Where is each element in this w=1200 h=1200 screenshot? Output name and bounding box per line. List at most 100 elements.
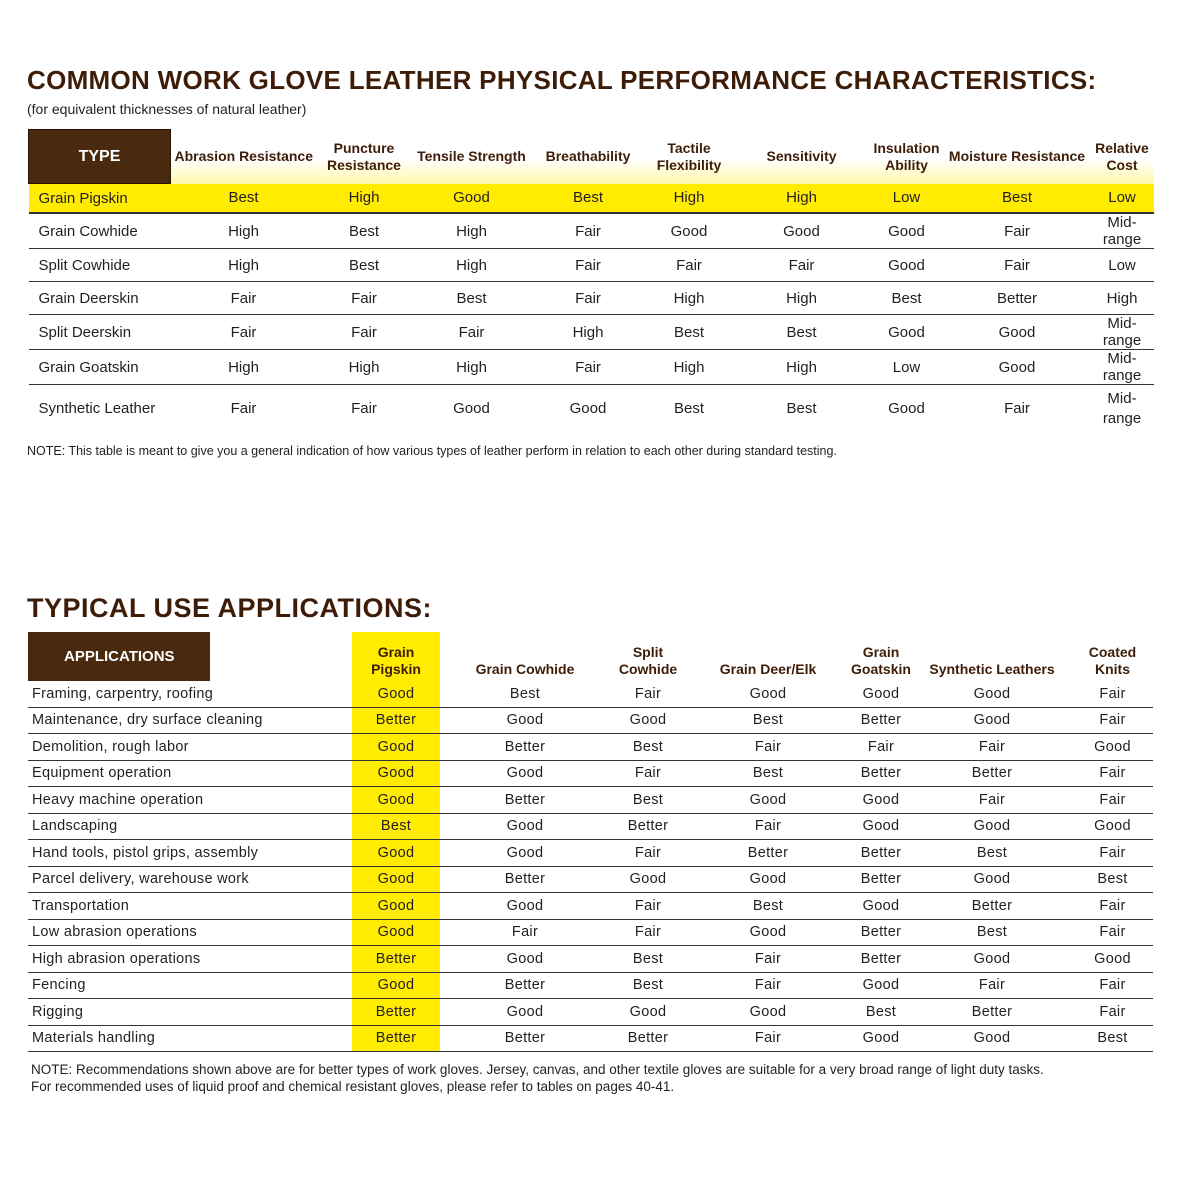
table-row: Hand tools, pistol grips, assembly Good Go… bbox=[28, 839, 1153, 867]
rating-cell: Better bbox=[352, 707, 440, 734]
rating-cell: Fair bbox=[850, 733, 912, 761]
column-header: Grain Cowhide bbox=[475, 661, 575, 677]
rating-cell: Best bbox=[610, 786, 686, 814]
rating-cell: Good bbox=[440, 839, 610, 867]
application-cell: Low abrasion operations bbox=[28, 919, 352, 946]
rating-cell: Better bbox=[440, 786, 610, 814]
rating-cell: Good bbox=[850, 972, 912, 999]
rating-cell: Fair bbox=[686, 733, 850, 761]
table-row: Low abrasion operations Good Fair Fair Good B… bbox=[28, 919, 1153, 946]
rating-cell: Good bbox=[440, 760, 610, 787]
rating-cell: Fair bbox=[1072, 892, 1153, 920]
rating-cell: Better bbox=[850, 866, 912, 893]
rating-cell: Good bbox=[850, 786, 912, 814]
table-row: Split Deerskin Fair Fair Fair High Best Best Go… bbox=[28, 314, 1154, 350]
rating-cell: Better bbox=[440, 866, 610, 893]
rating-cell: Better bbox=[850, 839, 912, 867]
rating-cell: Good bbox=[440, 813, 610, 840]
rating-cell: Fair bbox=[1072, 707, 1153, 734]
leather-type-cell: Grain Deerskin bbox=[28, 281, 171, 315]
rating-cell: Fair bbox=[912, 786, 1072, 814]
rating-cell: High bbox=[1090, 281, 1154, 315]
leather-type-cell: Grain Goatskin bbox=[28, 349, 171, 385]
rating-cell: Fair bbox=[733, 248, 870, 282]
table-row: Split Cowhide High Best High Fair Fair Fair Goo… bbox=[28, 248, 1154, 282]
table-row: Synthetic Leather Fair Fair Good Good Best Bes… bbox=[29, 385, 1154, 434]
rating-cell: Best bbox=[786, 400, 817, 417]
rating-cell: Mid-range bbox=[1090, 213, 1154, 249]
table-row: High abrasion operations Better Good Best Fa… bbox=[28, 945, 1153, 973]
rating-cell: Best bbox=[686, 892, 850, 920]
rating-cell: Fair bbox=[1072, 839, 1153, 867]
rating-cell: Good bbox=[850, 1025, 912, 1052]
rating-cell: Good bbox=[440, 945, 610, 973]
rating-cell: High bbox=[733, 183, 870, 214]
rating-cell: High bbox=[316, 183, 412, 214]
rating-cell: Good bbox=[352, 866, 440, 893]
column-header: Moisture Resistance bbox=[948, 148, 1086, 164]
rating-cell: Best bbox=[170, 183, 317, 214]
rating-cell: Fair bbox=[686, 972, 850, 999]
rating-cell: Better bbox=[352, 998, 440, 1026]
rating-cell: Good bbox=[869, 248, 944, 282]
rating-cell: Best bbox=[531, 183, 645, 214]
rating-cell: Mid-range bbox=[1102, 390, 1142, 427]
performance-note: NOTE: This table is meant to give you a … bbox=[27, 444, 837, 458]
table-row: Heavy machine operation Good Better Best Goo… bbox=[28, 786, 1153, 814]
rating-cell: Better bbox=[943, 281, 1091, 315]
rating-cell: Fair bbox=[644, 248, 734, 282]
table-row: Grain Pigskin Best High Good Best High High Low… bbox=[28, 183, 1154, 214]
table-row: Parcel delivery, warehouse work Good Bette… bbox=[28, 866, 1153, 893]
applications-table: APPLICATIONS Grain Pigskin Grain Cowhide Sp… bbox=[28, 632, 1153, 1052]
rating-cell: Fair bbox=[170, 281, 317, 315]
table-row: Framing, carpentry, roofing Good Best Fair G… bbox=[28, 681, 1153, 708]
application-cell: Rigging bbox=[28, 998, 352, 1026]
applications-note: NOTE: Recommendations shown above are fo… bbox=[31, 1061, 1044, 1095]
rating-cell: Best bbox=[352, 813, 440, 840]
rating-cell: Best bbox=[869, 281, 944, 315]
rating-cell: Good bbox=[912, 707, 1072, 734]
rating-cell: Good bbox=[352, 760, 440, 787]
rating-cell: Mid-range bbox=[1090, 349, 1154, 385]
rating-cell: Good bbox=[850, 892, 912, 920]
rating-cell: Fair bbox=[1004, 400, 1030, 417]
table-row: Equipment operation Good Good Fair Best Bette… bbox=[28, 760, 1153, 787]
rating-cell: Fair bbox=[316, 314, 412, 350]
rating-cell: Good bbox=[850, 813, 912, 840]
rating-cell: Better bbox=[850, 707, 912, 734]
applications-title: TYPICAL USE APPLICATIONS: bbox=[27, 593, 433, 623]
rating-cell: Low bbox=[1090, 248, 1154, 282]
rating-cell: Good bbox=[352, 786, 440, 814]
rating-cell: Fair bbox=[686, 945, 850, 973]
rating-cell: Good bbox=[686, 681, 850, 708]
rating-cell: Fair bbox=[610, 681, 686, 708]
rating-cell: Best bbox=[912, 839, 1072, 867]
rating-cell: Fair bbox=[440, 919, 610, 946]
rating-cell: Good bbox=[686, 919, 850, 946]
rating-cell: Better bbox=[912, 892, 1072, 920]
rating-cell: Fair bbox=[610, 919, 686, 946]
application-cell: Maintenance, dry surface cleaning bbox=[28, 707, 352, 734]
rating-cell: Good bbox=[610, 707, 686, 734]
table-row: Grain Deerskin Fair Fair Best Fair High High Be… bbox=[28, 281, 1154, 315]
table-row: Fencing Good Better Best Fair Good Fair Fair bbox=[28, 972, 1153, 999]
rating-cell: Mid-range bbox=[1090, 314, 1154, 350]
table-row: Grain Cowhide High Best High Fair Good Good Goo… bbox=[28, 213, 1154, 249]
rating-cell: Good bbox=[943, 314, 1091, 350]
rating-cell: Good bbox=[733, 213, 870, 249]
application-cell: Parcel delivery, warehouse work bbox=[28, 866, 352, 893]
application-cell: Framing, carpentry, roofing bbox=[28, 681, 352, 708]
rating-cell: Good bbox=[352, 839, 440, 867]
type-header: TYPE bbox=[28, 129, 171, 184]
rating-cell: Best bbox=[1072, 1025, 1153, 1052]
rating-cell: Fair bbox=[912, 733, 1072, 761]
rating-cell: Good bbox=[440, 707, 610, 734]
rating-cell: Good bbox=[943, 349, 1091, 385]
leather-type-cell: Split Cowhide bbox=[28, 248, 171, 282]
table-row: Maintenance, dry surface cleaning Better G… bbox=[28, 707, 1153, 734]
rating-cell: Fair bbox=[411, 314, 532, 350]
rating-cell: Best bbox=[912, 919, 1072, 946]
rating-cell: Better bbox=[686, 839, 850, 867]
rating-cell: Good bbox=[912, 866, 1072, 893]
column-header: Synthetic Leathers bbox=[929, 661, 1055, 677]
